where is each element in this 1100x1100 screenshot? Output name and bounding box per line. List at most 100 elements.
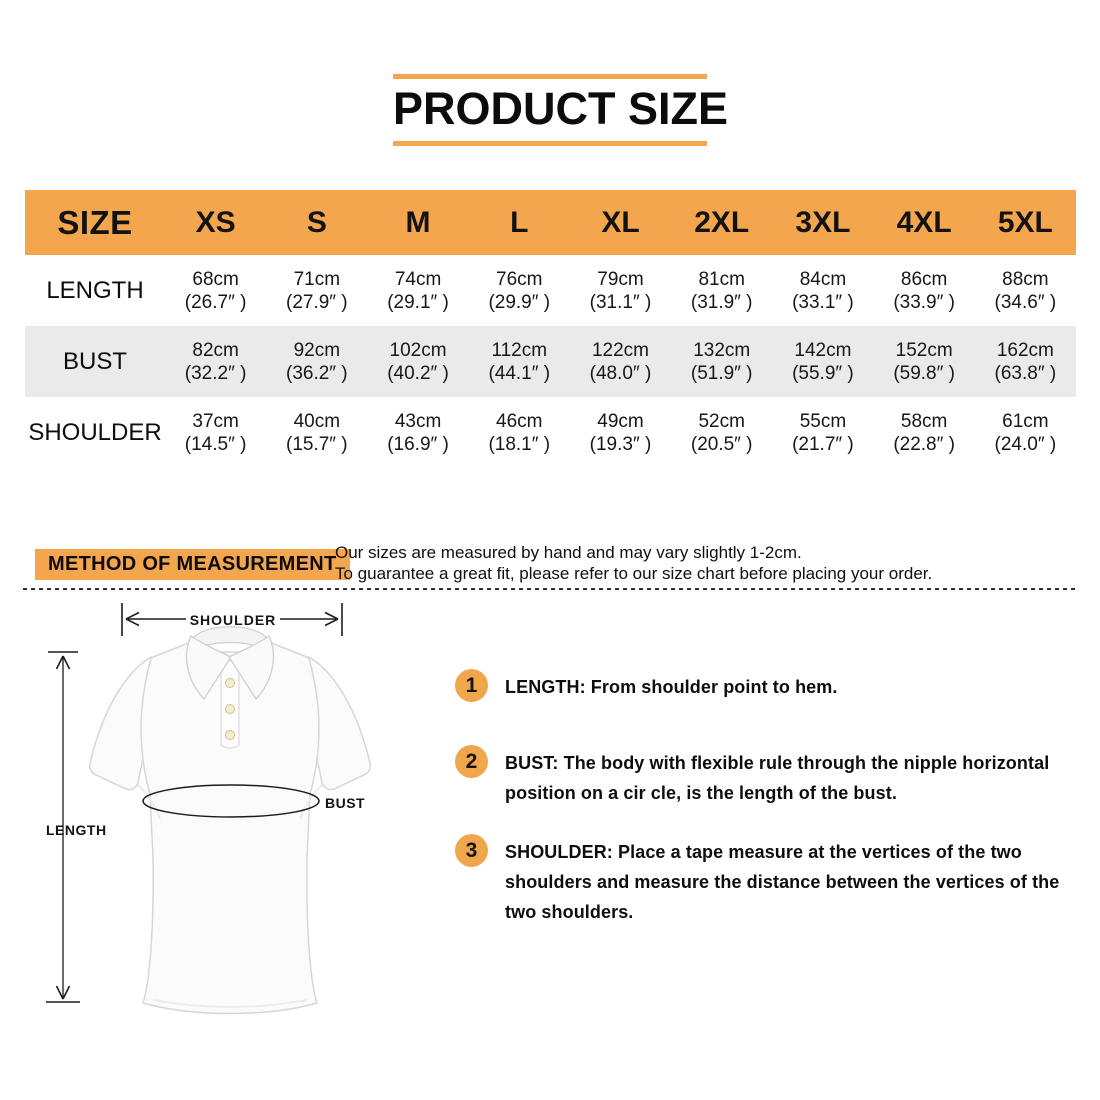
- bust-diagram-label: BUST: [325, 795, 365, 811]
- value-inch: (29.1″ ): [387, 291, 449, 313]
- page-title-block: PRODUCT SIZE: [393, 74, 729, 146]
- value-inch: (63.8″ ): [994, 362, 1057, 384]
- value-inch: (19.3″ ): [589, 433, 652, 455]
- value-inch: (26.7″ ): [184, 291, 247, 313]
- value-cm: 92cm: [293, 339, 341, 361]
- value-inch: (40.2″ ): [387, 362, 449, 384]
- step-text-line: SHOULDER: Place a tape measure at the ve…: [505, 842, 1022, 862]
- measurement-cell: 102cm (40.2″ ): [367, 326, 468, 397]
- measurement-cell: 92cm (36.2″ ): [266, 326, 367, 397]
- value-inch: (51.9″ ): [690, 362, 753, 384]
- measurement-cell: 81cm (31.9″ ): [671, 255, 772, 326]
- page-title: PRODUCT SIZE: [393, 83, 729, 134]
- value-cm: 43cm: [394, 410, 442, 432]
- measurement-cell: 162cm (63.8″ ): [975, 326, 1076, 397]
- step-text-line: LENGTH: From shoulder point to hem.: [505, 677, 838, 697]
- value-inch: (27.9″ ): [286, 291, 348, 313]
- value-inch: (31.1″ ): [589, 291, 652, 313]
- step-text: SHOULDER: Place a tape measure at the ve…: [505, 837, 1059, 927]
- value-cm: 49cm: [597, 410, 644, 432]
- value-inch: (59.8″ ): [893, 362, 955, 384]
- value-inch: (31.9″ ): [690, 291, 753, 313]
- size-table-row-length: LENGTH 68cm (26.7″ ) 71cm (27.9″ ) 74cm (29.1″…: [25, 255, 1076, 326]
- value-inch: (33.1″ ): [792, 291, 854, 313]
- size-header-xl: XL: [601, 205, 640, 239]
- value-inch: (24.0″ ): [994, 433, 1057, 455]
- value-inch: (15.7″ ): [286, 433, 348, 455]
- value-inch: (16.9″ ): [387, 433, 449, 455]
- step-text: LENGTH: From shoulder point to hem.: [505, 672, 837, 702]
- measurement-cell: 132cm (51.9″ ): [671, 326, 772, 397]
- value-cm: 84cm: [799, 268, 847, 290]
- row-label-cell: BUST: [25, 326, 165, 397]
- size-header-xs: XS: [195, 205, 236, 239]
- measurement-cell: 55cm (21.7″ ): [772, 397, 873, 468]
- measurement-cell: 74cm (29.1″ ): [367, 255, 468, 326]
- measurement-cell: 40cm (15.7″ ): [266, 397, 367, 468]
- step-number-badge: 3: [455, 834, 488, 867]
- value-inch: (20.5″ ): [690, 433, 753, 455]
- value-cm: 102cm: [389, 339, 447, 361]
- size-header-l: L: [510, 205, 529, 239]
- value-inch: (33.9″ ): [893, 291, 955, 313]
- size-header-s: S: [306, 205, 327, 239]
- measurement-cell: 52cm (20.5″ ): [671, 397, 772, 468]
- value-cm: 58cm: [900, 410, 948, 432]
- measurement-cell: 46cm (18.1″ ): [469, 397, 570, 468]
- size-header-5xl: 5XL: [997, 205, 1053, 239]
- length-arrow: [46, 651, 80, 1003]
- size-header-2xl: 2XL: [694, 205, 750, 239]
- measurement-cell: 37cm (14.5″ ): [165, 397, 266, 468]
- length-diagram-label: LENGTH: [46, 822, 107, 838]
- value-inch: (14.5″ ): [184, 433, 247, 455]
- note-line-2: To guarantee a great fit, please refer t…: [335, 564, 933, 583]
- row-label-cell: SHOULDER: [25, 397, 165, 468]
- shirt-collar-right: [228, 635, 275, 701]
- measurement-cell: 49cm (19.3″ ): [570, 397, 671, 468]
- value-inch: (48.0″ ): [589, 362, 652, 384]
- measurement-cell: 58cm (22.8″ ): [874, 397, 975, 468]
- step-text-line: position on a cir cle, is the length of …: [505, 783, 897, 803]
- shirt-collar-left: [185, 635, 232, 701]
- shirt-body: [140, 638, 320, 1015]
- value-cm: 122cm: [591, 339, 649, 361]
- value-cm: 52cm: [698, 410, 745, 432]
- value-cm: 61cm: [1002, 410, 1049, 432]
- value-cm: 46cm: [496, 410, 543, 432]
- value-cm: 142cm: [794, 339, 852, 361]
- value-inch: (22.8″ ): [893, 433, 955, 455]
- shirt-buttons: [225, 678, 235, 740]
- value-cm: 86cm: [900, 268, 948, 290]
- measurement-cell: 84cm (33.1″ ): [772, 255, 873, 326]
- value-cm: 55cm: [799, 410, 847, 432]
- size-header-3xl: 3XL: [795, 205, 851, 239]
- step-text: BUST: The body with flexible rule throug…: [505, 748, 1049, 808]
- value-cm: 76cm: [496, 268, 543, 290]
- value-cm: 132cm: [693, 339, 751, 361]
- value-cm: 79cm: [597, 268, 644, 290]
- size-header-m: M: [405, 205, 431, 239]
- step-text-line: BUST: The body with flexible rule throug…: [505, 753, 1050, 773]
- value-cm: 112cm: [491, 339, 548, 361]
- measurement-cell: 88cm (34.6″ ): [975, 255, 1076, 326]
- value-inch: (21.7″ ): [792, 433, 854, 455]
- measurement-cell: 112cm (44.1″ ): [469, 326, 570, 397]
- measurement-cell: 142cm (55.9″ ): [772, 326, 873, 397]
- bust-ellipse: [142, 784, 320, 818]
- measurement-cell: 68cm (26.7″ ): [165, 255, 266, 326]
- shoulder-arrow: [121, 603, 343, 636]
- measurement-step-1: 1 LENGTH: From shoulder point to hem.: [455, 669, 1087, 702]
- measurement-cell: 43cm (16.9″ ): [367, 397, 468, 468]
- note-line-1: Our sizes are measured by hand and may v…: [335, 543, 802, 562]
- row-label: BUST: [62, 347, 127, 375]
- measurement-cell: 122cm (48.0″ ): [570, 326, 671, 397]
- measurement-steps: 1 LENGTH: From shoulder point to hem. 2 BUS…: [455, 669, 1087, 973]
- value-cm: 40cm: [293, 410, 341, 432]
- value-cm: 71cm: [293, 268, 341, 290]
- method-heading: METHOD OF MEASUREMENT: [35, 549, 350, 580]
- step-number-badge: 1: [455, 669, 488, 702]
- step-text-line: two shoulders.: [505, 902, 634, 922]
- value-inch: (18.1″ ): [488, 433, 551, 455]
- value-inch: (32.2″ ): [184, 362, 247, 384]
- value-cm: 74cm: [394, 268, 442, 290]
